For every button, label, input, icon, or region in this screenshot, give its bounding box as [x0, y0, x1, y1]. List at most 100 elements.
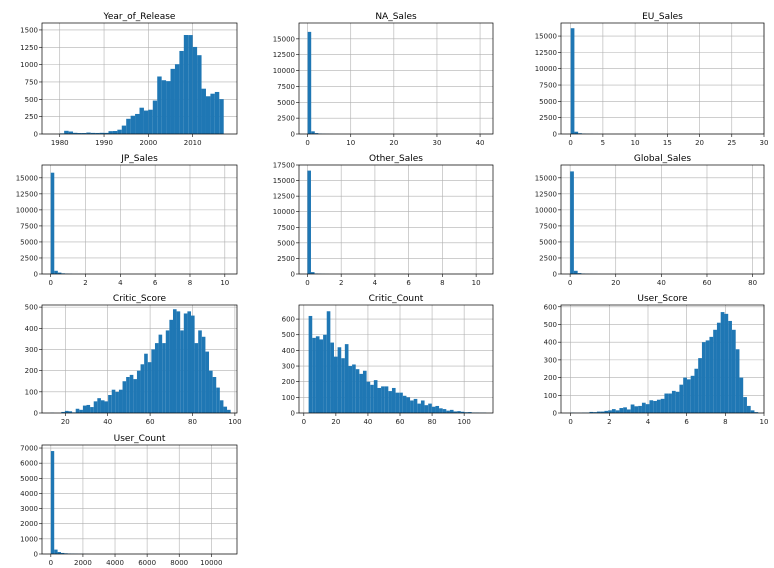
jp-sales-bar	[54, 270, 58, 274]
user-score-bar	[664, 393, 669, 413]
year-of-release-bar	[112, 131, 118, 134]
critic-score-bar	[115, 391, 119, 413]
user-count-x-tick-label: 8000	[170, 559, 188, 567]
critic-score-bar	[129, 374, 134, 413]
jp-sales-bar	[57, 272, 62, 274]
user-count-y-tick-label: 7000	[20, 445, 38, 453]
user-score-bar	[731, 329, 736, 413]
eu-sales-x-tick-label: 10	[631, 139, 640, 147]
critic-score-bar	[64, 410, 69, 413]
year-of-release-bar	[219, 99, 224, 134]
critic-count-axes-frame	[298, 304, 494, 414]
critic-count-bar	[460, 411, 465, 413]
user-score-bar	[626, 409, 631, 413]
critic-score-bar	[209, 370, 213, 413]
na-sales-x-tick-label: 30	[432, 139, 441, 147]
year-of-release-bar	[197, 55, 202, 134]
critic-score-x-tick-label: 20	[61, 418, 70, 426]
year-of-release-bar	[161, 80, 167, 134]
user-count-y-tick-label: 4000	[20, 490, 38, 498]
eu-sales-y-tick-label: 10000	[535, 65, 557, 73]
critic-score-bar	[79, 409, 83, 413]
critic-score-bar	[61, 411, 65, 413]
na-sales-x-tick-label: 20	[389, 139, 398, 147]
user-count-bar	[60, 552, 65, 554]
critic-score-bar	[136, 370, 141, 413]
other-sales-axes-frame	[298, 164, 494, 275]
critic-count-bar	[359, 373, 363, 413]
critic-score-bar	[68, 411, 73, 413]
user-score-y-tick-label: 100	[544, 392, 557, 400]
year-of-release-bar	[77, 133, 82, 134]
user-score-x-tick-label: 0	[568, 418, 572, 426]
other-sales-y-tick-label: 10000	[273, 208, 295, 216]
user-score-bar	[623, 407, 627, 413]
critic-count-y-tick-label: 0	[291, 410, 295, 418]
year-of-release-bar	[205, 96, 211, 134]
year-of-release-y-tick-label: 250	[25, 113, 38, 121]
critic-score-bar	[111, 389, 116, 413]
global-sales-x-tick-label: 40	[657, 279, 666, 287]
critic-score-bar	[154, 343, 159, 413]
critic-score-bar	[165, 330, 170, 413]
user-score-bar	[690, 375, 695, 413]
critic-count-bar	[384, 386, 389, 413]
jp-sales-y-tick-label: 10000	[16, 206, 38, 214]
year-of-release-x-tick-label: 1990	[95, 139, 113, 147]
critic-count-bar	[373, 380, 378, 413]
critic-count-bar	[428, 403, 432, 413]
critic-count-y-tick-label: 400	[282, 347, 295, 355]
year-of-release-y-tick-label: 1250	[20, 44, 38, 52]
critic-count-bar	[312, 337, 316, 413]
critic-count-bar	[417, 403, 421, 413]
year-of-release-axes-frame	[41, 22, 238, 135]
user-score-y-tick-label: 0	[553, 410, 557, 418]
na-sales-bar	[311, 131, 315, 134]
user-score-bar	[619, 408, 624, 413]
critic-count-bar	[315, 336, 320, 413]
critic-score-axes-frame	[41, 304, 238, 414]
global-sales-y-tick-label: 15000	[535, 174, 557, 182]
user-count-y-tick-label: 1000	[20, 535, 38, 543]
critic-score-bar	[176, 311, 181, 413]
eu-sales-x-tick-label: 5	[601, 139, 605, 147]
year-of-release-x-tick-label: 1980	[51, 139, 69, 147]
critic-count-bar	[435, 405, 440, 413]
other-sales-x-tick-label: 4	[373, 279, 378, 287]
global-sales-y-tick-label: 7500	[539, 222, 557, 230]
critic-score-y-tick-label: 300	[25, 346, 38, 354]
critic-count-bar	[330, 342, 334, 413]
na-sales-histogram: NA_Sales 0 10 20 30 40 0 2500 5000 7500 10000 12500…	[273, 12, 494, 147]
critic-count-y-tick-label: 100	[282, 394, 295, 402]
critic-count-bar	[370, 384, 374, 413]
user-score-bar	[754, 412, 759, 413]
other-sales-x-tick-label: 10	[472, 279, 481, 287]
critic-count-bar	[406, 397, 411, 413]
other-sales-bar	[307, 170, 311, 274]
eu-sales-x-tick-label: 25	[727, 139, 736, 147]
critic-count-x-tick-label: 20	[331, 418, 340, 426]
year-of-release-histogram: Year_of_Release 1980 1990 2000 2010 0 250 500 75…	[20, 12, 238, 147]
global-sales-y-tick-label: 5000	[539, 238, 557, 246]
user-score-bar	[698, 358, 702, 413]
eu-sales-y-tick-label: 15000	[535, 33, 557, 41]
critic-score-bar	[86, 404, 91, 413]
year-of-release-bar	[104, 132, 109, 134]
user-score-bar	[593, 412, 597, 413]
user-count-x-tick-label: 4000	[106, 559, 124, 567]
eu-sales-x-tick-label: 15	[663, 139, 672, 147]
critic-score-bar	[183, 313, 188, 413]
critic-count-bar	[366, 381, 371, 413]
user-score-bar	[705, 340, 710, 413]
critic-count-bar	[308, 315, 313, 413]
global-sales-axes-frame	[560, 164, 765, 275]
na-sales-y-tick-label: 12500	[273, 51, 295, 59]
critic-count-bar	[410, 400, 414, 413]
user-score-bar	[634, 406, 639, 413]
eu-sales-x-tick-label: 30	[760, 139, 769, 147]
critic-count-bar	[341, 358, 345, 413]
other-sales-x-tick-label: 6	[406, 279, 411, 287]
year-of-release-bar	[64, 130, 69, 134]
user-count-y-tick-label: 0	[34, 551, 38, 559]
